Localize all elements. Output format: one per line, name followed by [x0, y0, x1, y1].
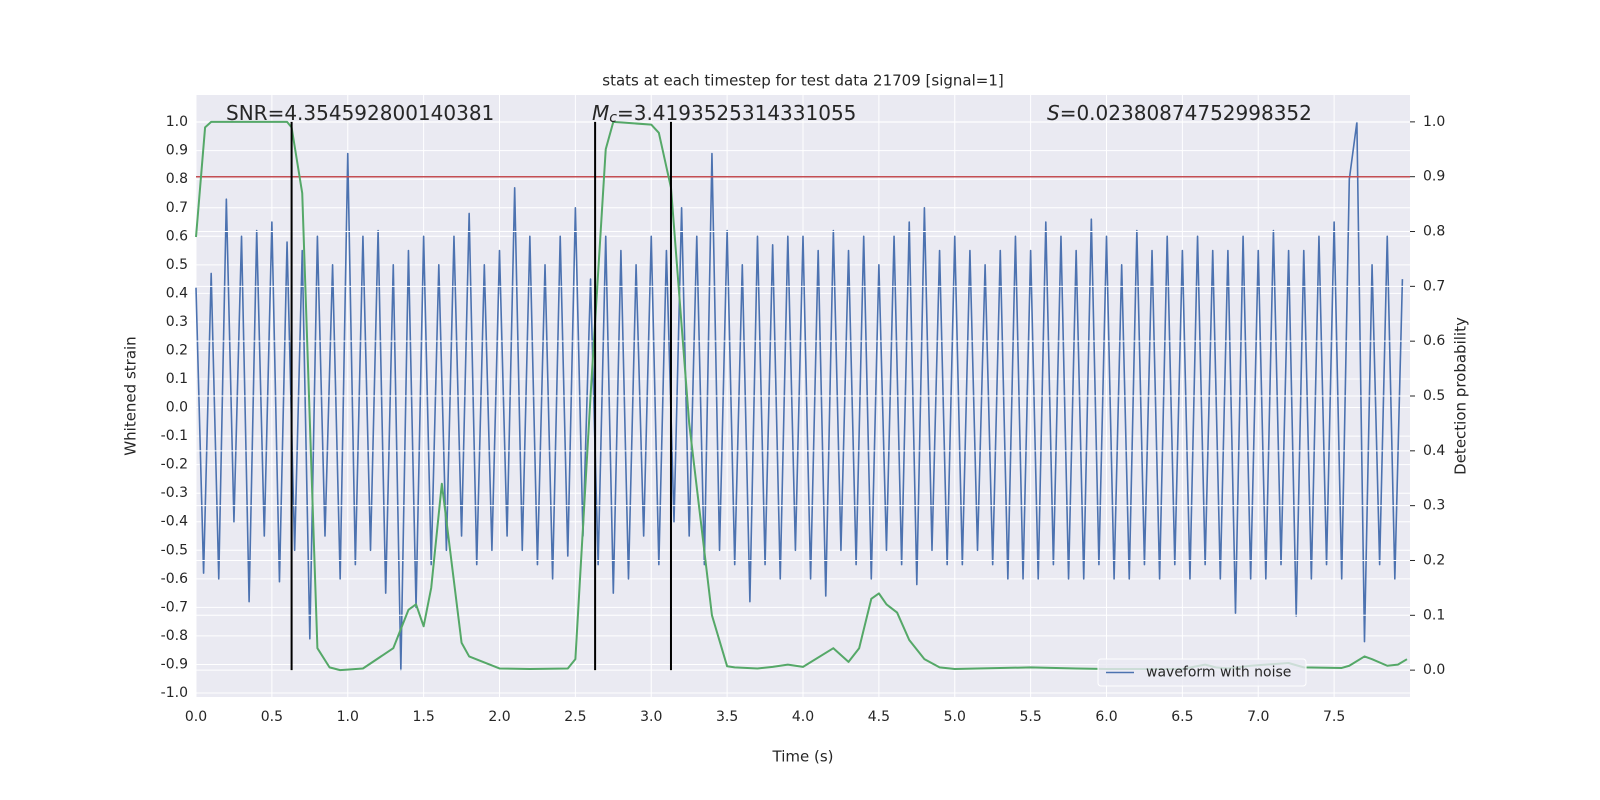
y-tick-label: 0.5: [166, 257, 188, 273]
annotation-value: =4.354592800140381: [268, 101, 495, 125]
y-tick-label: -0.3: [161, 485, 188, 501]
y-tick-label: 0.2: [166, 342, 188, 358]
y-tick-label: 0.4: [166, 285, 188, 301]
y-tick-label: 0.7: [166, 200, 188, 216]
x-tick-label: 0.0: [185, 709, 207, 725]
y-tick-label: -0.8: [161, 628, 188, 644]
x-tick-label: 6.0: [1095, 709, 1117, 725]
x-tick-label: 7.0: [1247, 709, 1269, 725]
y-tick-label: -0.5: [161, 542, 188, 558]
y2-tick-label: 0.5: [1423, 388, 1445, 404]
y-tick-label: -0.4: [161, 514, 188, 530]
y-tick-label: 0.6: [166, 228, 188, 244]
x-tick-label: 7.5: [1323, 709, 1345, 725]
y-tick-label: 0.8: [166, 171, 188, 187]
y-tick-label: -0.9: [161, 656, 188, 672]
x-tick-label: 3.5: [716, 709, 738, 725]
y-tick-label: -0.7: [161, 599, 188, 615]
annotation-subscript: c: [609, 110, 617, 126]
y-tick-label: -0.6: [161, 571, 188, 587]
annotation: S=0.02380874752998352: [1047, 101, 1312, 125]
y-tick-label: 0.9: [166, 143, 188, 159]
annotation: Mc=3.4193525314331055: [592, 101, 856, 127]
x-tick-label: 2.0: [488, 709, 510, 725]
annotation-value: =3.4193525314331055: [617, 101, 856, 125]
y-tick-label: 0.1: [166, 371, 188, 387]
x-tick-label: 5.0: [944, 709, 966, 725]
y-tick-label: -0.1: [161, 428, 188, 444]
x-tick-label: 0.5: [261, 709, 283, 725]
y2-axis-label: Detection probability: [1452, 317, 1470, 475]
x-tick-label: 4.5: [868, 709, 890, 725]
y-axis-label: Whitened strain: [122, 336, 140, 455]
x-tick-label: 5.5: [1019, 709, 1041, 725]
y2-tick-label: 0.6: [1423, 333, 1445, 349]
legend-box: [1097, 658, 1307, 687]
x-tick-label: 1.0: [337, 709, 359, 725]
y-tick-label: 0.0: [166, 400, 188, 416]
y-tick-label: 0.3: [166, 314, 188, 330]
x-tick-label: 6.5: [1171, 709, 1193, 725]
series-line: [195, 121, 1404, 671]
y2-tick-label: 0.4: [1423, 443, 1445, 459]
y2-tick-label: 0.9: [1423, 169, 1445, 185]
legend-label: waveform with noise: [1146, 665, 1291, 681]
x-tick-label: 4.0: [792, 709, 814, 725]
y-tick-label: 1.0: [166, 114, 188, 130]
annotation: SNR=4.354592800140381: [226, 101, 494, 125]
y2-tick-label: 0.2: [1423, 552, 1445, 568]
annotation-symbol: SNR: [226, 101, 268, 125]
y2-tick-label: 0.0: [1423, 662, 1445, 678]
x-tick-label: 3.0: [640, 709, 662, 725]
x-tick-label: 1.5: [412, 709, 434, 725]
y2-tick-label: 0.7: [1423, 278, 1445, 294]
y2-tick-label: 0.3: [1423, 498, 1445, 514]
annotation-symbol: S: [1047, 101, 1060, 125]
y-tick-label: -0.2: [161, 457, 188, 473]
x-tick-label: 2.5: [564, 709, 586, 725]
y2-tick-label: 0.8: [1423, 224, 1445, 240]
chart-title: stats at each timestep for test data 217…: [602, 72, 1003, 90]
y2-tick-label: 0.1: [1423, 607, 1445, 623]
y-tick-label: -1.0: [161, 685, 188, 701]
annotation-value: =0.02380874752998352: [1060, 101, 1312, 125]
annotation-symbol: M: [592, 101, 609, 125]
y2-tick-label: 1.0: [1423, 114, 1445, 130]
x-axis-label: Time (s): [772, 748, 834, 766]
